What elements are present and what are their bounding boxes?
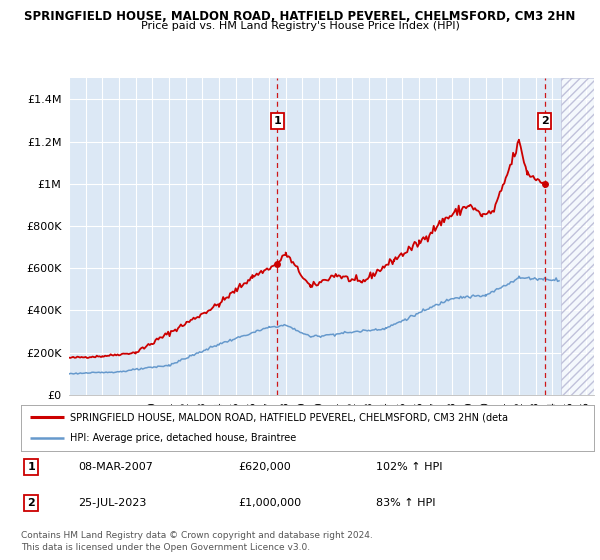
Text: £620,000: £620,000 (239, 462, 292, 472)
Text: HPI: Average price, detached house, Braintree: HPI: Average price, detached house, Brai… (70, 433, 296, 444)
Text: 1: 1 (28, 462, 35, 472)
Text: 102% ↑ HPI: 102% ↑ HPI (376, 462, 443, 472)
Text: 08-MAR-2007: 08-MAR-2007 (79, 462, 153, 472)
Text: 2: 2 (541, 116, 549, 126)
Text: 25-JUL-2023: 25-JUL-2023 (79, 498, 146, 508)
Text: 83% ↑ HPI: 83% ↑ HPI (376, 498, 436, 508)
Text: Price paid vs. HM Land Registry's House Price Index (HPI): Price paid vs. HM Land Registry's House … (140, 21, 460, 31)
Text: Contains HM Land Registry data © Crown copyright and database right 2024.
This d: Contains HM Land Registry data © Crown c… (21, 531, 373, 552)
Text: 2: 2 (28, 498, 35, 508)
Text: SPRINGFIELD HOUSE, MALDON ROAD, HATFIELD PEVEREL, CHELMSFORD, CM3 2HN (deta: SPRINGFIELD HOUSE, MALDON ROAD, HATFIELD… (70, 412, 508, 422)
Text: £1,000,000: £1,000,000 (239, 498, 302, 508)
Text: SPRINGFIELD HOUSE, MALDON ROAD, HATFIELD PEVEREL, CHELMSFORD, CM3 2HN: SPRINGFIELD HOUSE, MALDON ROAD, HATFIELD… (25, 10, 575, 22)
Text: 1: 1 (274, 116, 281, 126)
